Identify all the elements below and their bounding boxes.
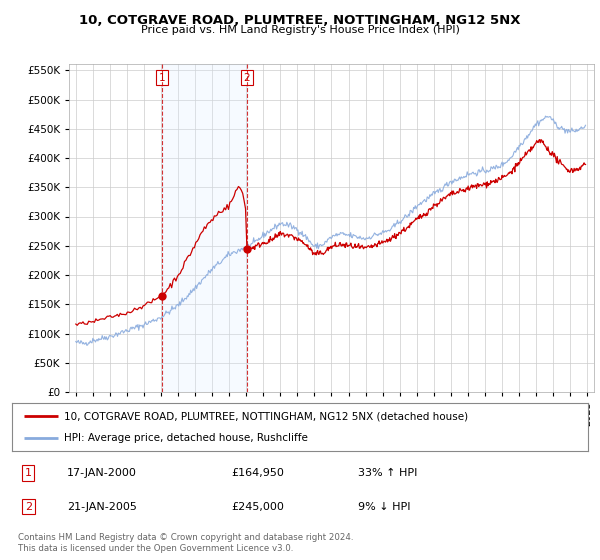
- Text: 33% ↑ HPI: 33% ↑ HPI: [358, 468, 417, 478]
- Text: Contains HM Land Registry data © Crown copyright and database right 2024.
This d: Contains HM Land Registry data © Crown c…: [18, 533, 353, 553]
- Text: 17-JAN-2000: 17-JAN-2000: [67, 468, 137, 478]
- Text: £245,000: £245,000: [231, 502, 284, 511]
- Text: 9% ↓ HPI: 9% ↓ HPI: [358, 502, 410, 511]
- Text: Price paid vs. HM Land Registry's House Price Index (HPI): Price paid vs. HM Land Registry's House …: [140, 25, 460, 35]
- Text: 21-JAN-2005: 21-JAN-2005: [67, 502, 137, 511]
- Text: 10, COTGRAVE ROAD, PLUMTREE, NOTTINGHAM, NG12 5NX: 10, COTGRAVE ROAD, PLUMTREE, NOTTINGHAM,…: [79, 14, 521, 27]
- Text: 1: 1: [25, 468, 32, 478]
- Text: 10, COTGRAVE ROAD, PLUMTREE, NOTTINGHAM, NG12 5NX (detached house): 10, COTGRAVE ROAD, PLUMTREE, NOTTINGHAM,…: [64, 411, 468, 421]
- Text: 2: 2: [25, 502, 32, 511]
- Text: £164,950: £164,950: [231, 468, 284, 478]
- Text: HPI: Average price, detached house, Rushcliffe: HPI: Average price, detached house, Rush…: [64, 433, 308, 443]
- Bar: [162, 64, 247, 392]
- Text: 1: 1: [158, 73, 165, 82]
- Text: 2: 2: [244, 73, 250, 82]
